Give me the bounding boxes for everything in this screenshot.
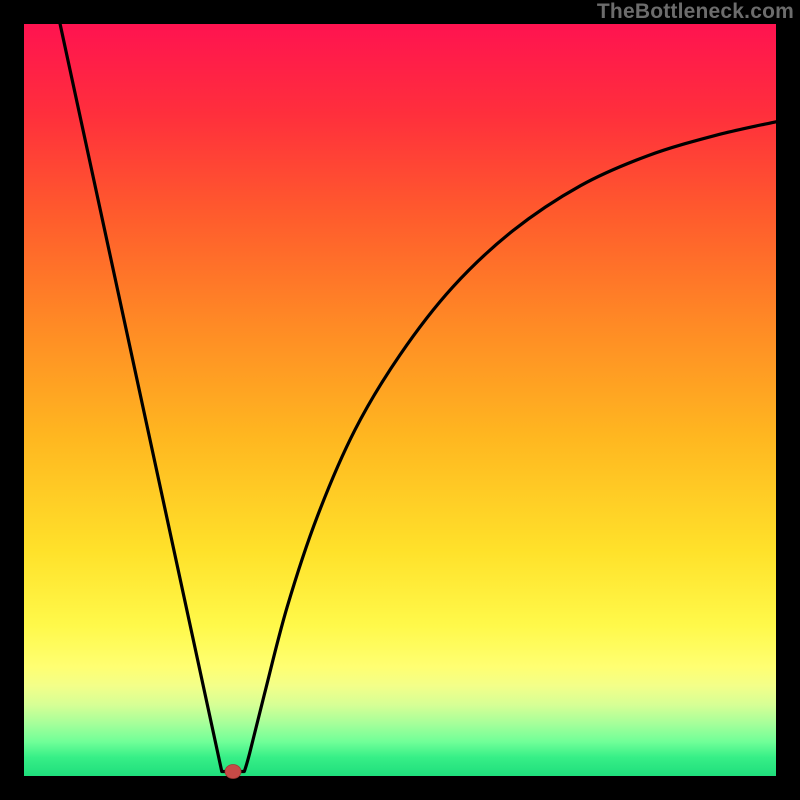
chart-stage: TheBottleneck.com bbox=[0, 0, 800, 800]
bottleneck-chart bbox=[0, 0, 800, 800]
optimum-marker bbox=[225, 764, 241, 778]
gradient-background bbox=[24, 24, 776, 776]
watermark-text: TheBottleneck.com bbox=[597, 0, 794, 24]
